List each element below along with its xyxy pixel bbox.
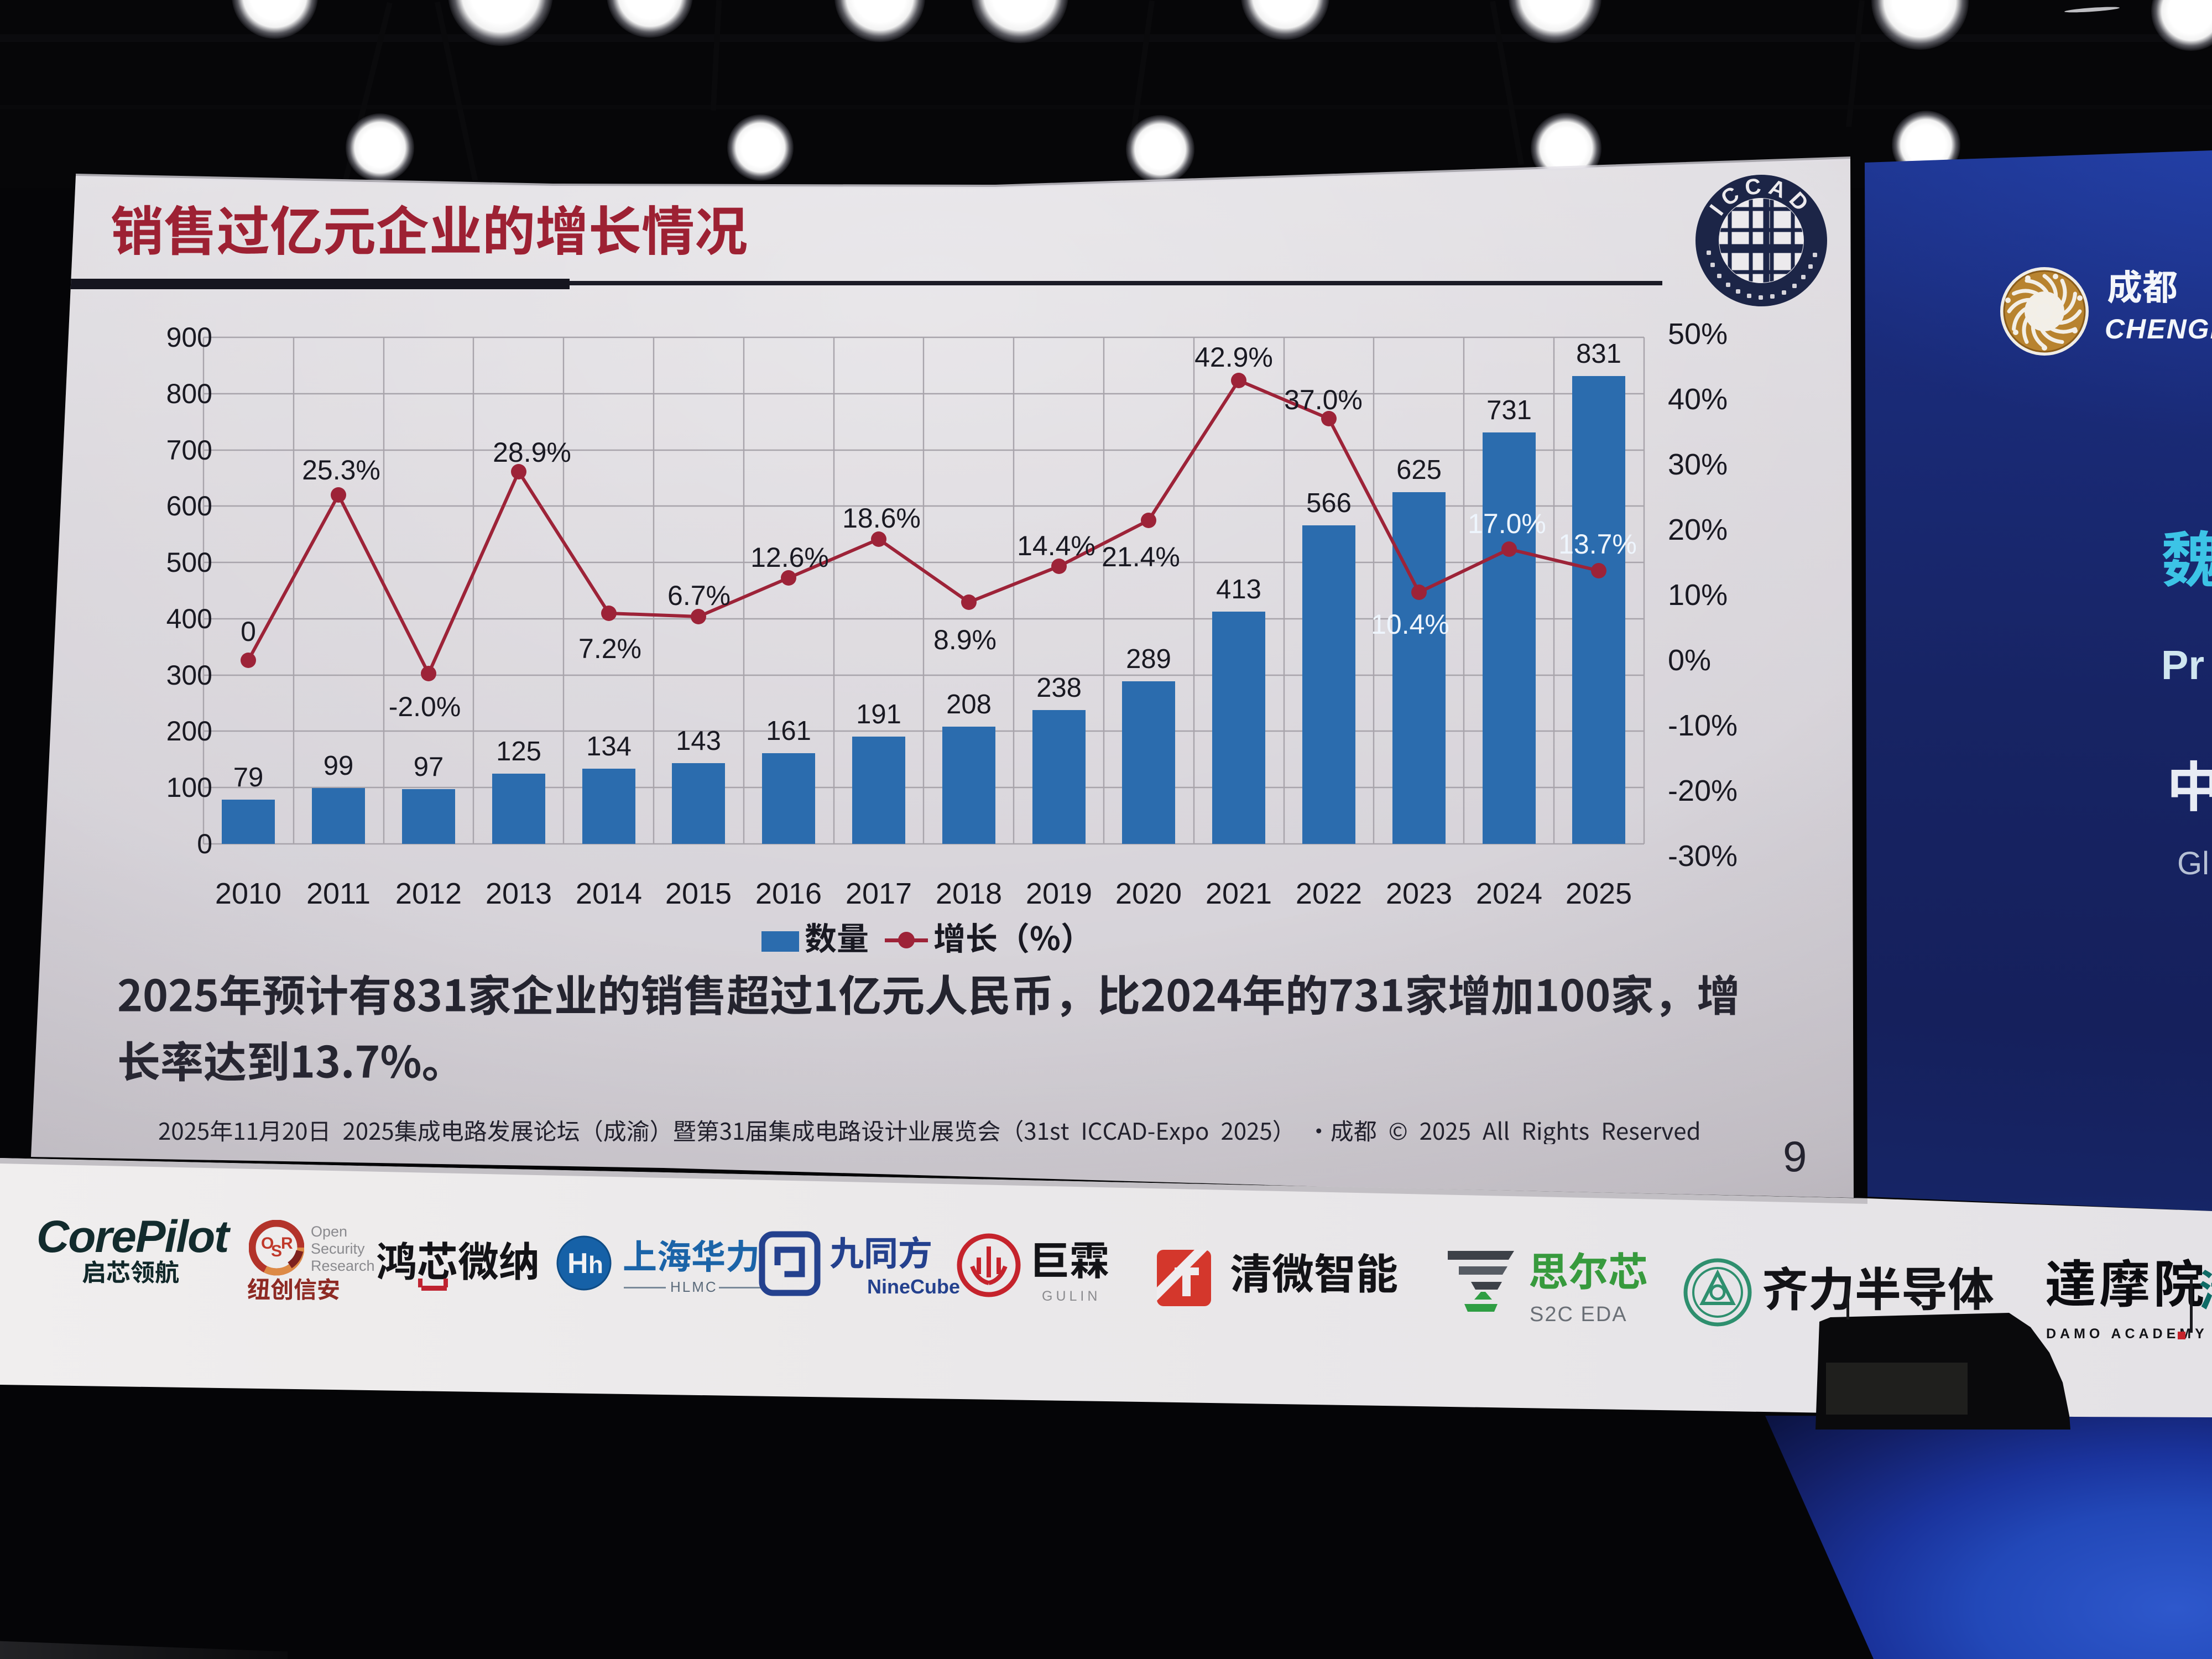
svg-text:2016: 2016 <box>755 877 822 910</box>
svg-text:2022: 2022 <box>1296 877 1362 910</box>
svg-text:50%: 50% <box>1668 317 1728 351</box>
svg-text:2024: 2024 <box>1476 877 1542 910</box>
svg-text:161: 161 <box>766 716 811 746</box>
svg-text:-2.0%: -2.0% <box>389 691 461 722</box>
svg-text:566: 566 <box>1306 488 1352 518</box>
svg-text:2011: 2011 <box>306 877 371 910</box>
svg-text:R: R <box>281 1234 293 1253</box>
svg-text:6.7%: 6.7% <box>667 580 731 611</box>
svg-text:h: h <box>588 1251 603 1279</box>
svg-text:79: 79 <box>233 763 264 792</box>
svg-text:42.9%: 42.9% <box>1194 342 1273 373</box>
svg-text:2021: 2021 <box>1206 877 1272 910</box>
svg-text:-30%: -30% <box>1668 839 1738 873</box>
svg-text:10%: 10% <box>1668 578 1728 612</box>
svg-text:413: 413 <box>1216 575 1261 604</box>
svg-text:21.4%: 21.4% <box>1102 541 1180 572</box>
svg-text:2017: 2017 <box>846 877 912 910</box>
svg-text:731: 731 <box>1486 395 1532 425</box>
svg-text:99: 99 <box>324 751 354 781</box>
svg-text:-10%: -10% <box>1668 709 1738 742</box>
svg-text:191: 191 <box>856 700 901 729</box>
svg-text:30%: 30% <box>1668 448 1728 481</box>
svg-text:2014: 2014 <box>576 877 642 910</box>
svg-text:2023: 2023 <box>1386 877 1452 910</box>
svg-text:800: 800 <box>166 378 212 409</box>
svg-text:600: 600 <box>166 491 212 521</box>
svg-text:2010: 2010 <box>215 877 281 910</box>
svg-text:37.0%: 37.0% <box>1284 384 1363 415</box>
svg-text:625: 625 <box>1396 455 1442 485</box>
svg-text:40%: 40% <box>1668 383 1728 416</box>
svg-text:400: 400 <box>166 603 212 634</box>
svg-text:125: 125 <box>496 737 541 766</box>
svg-text:300: 300 <box>166 660 212 691</box>
svg-text:7.2%: 7.2% <box>578 633 641 664</box>
svg-text:-20%: -20% <box>1668 774 1738 807</box>
svg-text:0%: 0% <box>1668 644 1711 677</box>
svg-text:0: 0 <box>197 828 212 859</box>
svg-text:238: 238 <box>1036 673 1082 703</box>
svg-text:18.6%: 18.6% <box>842 503 921 534</box>
svg-text:97: 97 <box>414 752 444 782</box>
svg-text:2018: 2018 <box>936 877 1002 910</box>
svg-text:2012: 2012 <box>395 877 462 910</box>
svg-text:900: 900 <box>166 322 212 353</box>
svg-text:134: 134 <box>586 732 632 761</box>
svg-text:12.6%: 12.6% <box>750 542 829 573</box>
svg-text:700: 700 <box>166 435 212 466</box>
svg-text:14.4%: 14.4% <box>1017 530 1095 561</box>
svg-text:2019: 2019 <box>1026 877 1092 910</box>
svg-text:831: 831 <box>1576 339 1621 369</box>
svg-text:S: S <box>271 1242 282 1260</box>
svg-text:0: 0 <box>241 616 256 647</box>
svg-text:200: 200 <box>166 716 212 747</box>
svg-text:500: 500 <box>166 547 212 578</box>
svg-text:100: 100 <box>166 772 212 803</box>
svg-text:O: O <box>261 1234 274 1253</box>
svg-text:20%: 20% <box>1668 513 1728 546</box>
svg-text:2015: 2015 <box>665 877 732 910</box>
svg-text:17.0%: 17.0% <box>1468 508 1546 539</box>
svg-text:2020: 2020 <box>1115 877 1182 910</box>
svg-text:143: 143 <box>676 726 721 756</box>
svg-text:10.4%: 10.4% <box>1371 609 1449 640</box>
svg-text:25.3%: 25.3% <box>302 455 380 486</box>
svg-text:289: 289 <box>1126 644 1171 674</box>
svg-text:H: H <box>567 1248 588 1280</box>
svg-text:8.9%: 8.9% <box>933 624 997 655</box>
svg-text:208: 208 <box>946 690 992 719</box>
svg-text:28.9%: 28.9% <box>493 437 571 468</box>
svg-text:2025: 2025 <box>1566 877 1632 910</box>
svg-text:13.7%: 13.7% <box>1558 529 1637 560</box>
svg-text:2013: 2013 <box>486 877 552 910</box>
